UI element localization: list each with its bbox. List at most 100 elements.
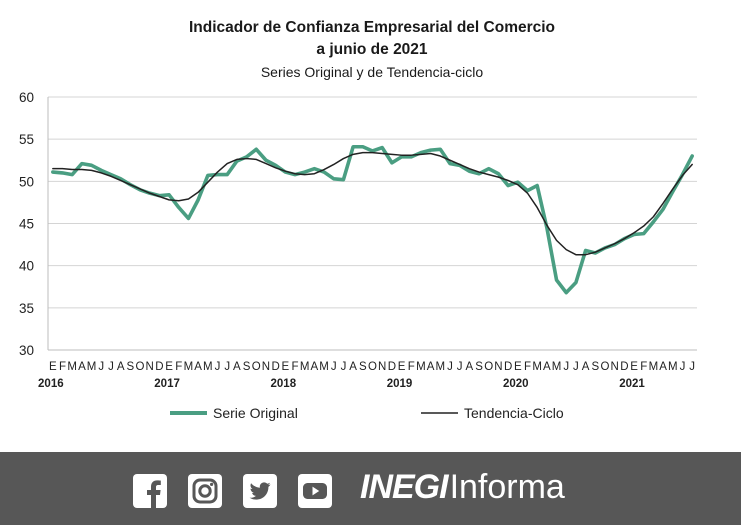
series-line-tendencia-ciclo [52, 151, 693, 256]
x-tick-month-label: M [649, 361, 659, 373]
x-tick-year-label: 2020 [503, 378, 529, 390]
legend-label-tendencia-ciclo: Tendencia-Ciclo [464, 405, 564, 421]
x-tick-month-label: O [252, 361, 261, 373]
brand-informa: Informa [449, 468, 565, 506]
x-tick-month-label: A [117, 361, 125, 373]
x-tick-month-label: M [319, 361, 329, 373]
legend: Serie Original Tendencia-Ciclo [170, 405, 564, 421]
inegi-informa-logo: INEGI Informa [360, 468, 565, 510]
x-tick-month-label: E [398, 361, 406, 373]
axes: 30 35 40 45 50 55 60 [19, 90, 697, 358]
x-tick-month-label: S [591, 361, 599, 373]
x-tick-month-label: O [136, 361, 145, 373]
series-lines [51, 144, 694, 295]
x-tick-month-label: O [368, 361, 377, 373]
x-tick-month-label: E [49, 361, 57, 373]
x-tick-month-label: N [146, 361, 154, 373]
x-tick-month-label: D [504, 361, 512, 373]
x-tick-month-label: F [408, 361, 415, 373]
x-tick-month-label: M [668, 361, 678, 373]
x-tick-month-label: A [659, 361, 667, 373]
chart-title-line-2: a junio de 2021 [316, 41, 428, 58]
x-tick-month-label: A [466, 361, 474, 373]
chart-area: Indicador de Confianza Empresarial del C… [18, 19, 697, 421]
x-tick-month-label: A [194, 361, 202, 373]
x-tick-month-label: J [224, 361, 230, 373]
x-tick-year-label: 2021 [619, 378, 645, 390]
x-tick-month-label: J [689, 361, 695, 373]
x-tick-month-label: N [611, 361, 619, 373]
x-tick-month-label: E [281, 361, 289, 373]
footer-bar: INEGI Informa [0, 452, 741, 525]
y-tick-label: 40 [19, 259, 34, 274]
x-tick-year-label: 2018 [271, 378, 297, 390]
facebook-icon[interactable] [133, 474, 167, 508]
y-tick-label: 60 [19, 90, 34, 105]
y-tick-label: 55 [19, 132, 34, 147]
y-tick-label: 35 [19, 301, 34, 316]
x-tick-year-label: 2017 [154, 378, 180, 390]
x-tick-month-label: S [126, 361, 134, 373]
brand-inegi: INEGI [360, 468, 449, 506]
twitter-icon[interactable] [243, 474, 277, 508]
x-tick-month-label: D [620, 361, 628, 373]
chart-subtitle: Series Original y de Tendencia-ciclo [261, 64, 484, 80]
x-tick-month-label: J [215, 361, 221, 373]
x-tick-month-label: O [484, 361, 493, 373]
x-tick-month-label: F [640, 361, 647, 373]
x-tick-month-label: F [291, 361, 298, 373]
x-tick-year-label: 2019 [387, 378, 413, 390]
x-tick-month-label: S [475, 361, 483, 373]
x-tick-month-label: M [436, 361, 446, 373]
x-tick-month-label: M [184, 361, 194, 373]
youtube-icon[interactable] [298, 474, 332, 508]
x-tick-month-label: J [680, 361, 686, 373]
x-tick-month-label: M [87, 361, 97, 373]
x-tick-month-label: J [563, 361, 569, 373]
x-tick-month-label: S [243, 361, 251, 373]
chart-title-line-1: Indicador de Confianza Empresarial del C… [189, 19, 555, 36]
x-tick-month-label: A [543, 361, 551, 373]
legend-label-serie-original: Serie Original [213, 405, 298, 421]
x-tick-month-label: A [78, 361, 86, 373]
x-tick-month-label: N [262, 361, 270, 373]
x-tick-month-label: A [349, 361, 357, 373]
y-tick-label: 50 [19, 174, 34, 189]
x-tick-month-label: J [341, 361, 347, 373]
x-tick-month-label: S [359, 361, 367, 373]
x-tick-month-label: M [416, 361, 426, 373]
x-tick-month-label: J [573, 361, 579, 373]
x-tick-month-label: O [601, 361, 610, 373]
x-tick-month-label: M [532, 361, 542, 373]
x-tick-month-label: D [388, 361, 396, 373]
series-line-serie-original [51, 144, 694, 295]
x-tick-month-label: J [331, 361, 337, 373]
x-tick-month-label: M [203, 361, 213, 373]
x-tick-month-label: J [108, 361, 114, 373]
x-tick-month-label: F [59, 361, 66, 373]
x-tick-month-label: N [378, 361, 386, 373]
x-tick-month-label: N [494, 361, 502, 373]
x-tick-month-label: A [311, 361, 319, 373]
x-tick-month-label: E [165, 361, 173, 373]
instagram-icon[interactable] [188, 474, 222, 508]
y-tick-label: 45 [19, 217, 34, 232]
x-tick-month-label: A [582, 361, 590, 373]
x-tick-month-label: D [155, 361, 163, 373]
x-tick-month-label: J [457, 361, 463, 373]
x-tick-month-label: D [271, 361, 279, 373]
x-tick-month-label: J [447, 361, 453, 373]
y-tick-label: 30 [19, 343, 34, 358]
x-tick-month-label: E [514, 361, 522, 373]
x-tick-month-label: M [300, 361, 310, 373]
x-tick-month-label: A [427, 361, 435, 373]
x-tick-month-label: M [552, 361, 562, 373]
x-tick-month-label: M [67, 361, 77, 373]
x-tick-month-label: F [175, 361, 182, 373]
gridlines [48, 96, 697, 351]
x-tick-month-label: J [98, 361, 104, 373]
x-tick-year-label: 2016 [38, 378, 64, 390]
line-chart: Indicador de Confianza Empresarial del C… [19, 19, 697, 421]
x-tick-month-label: E [630, 361, 638, 373]
